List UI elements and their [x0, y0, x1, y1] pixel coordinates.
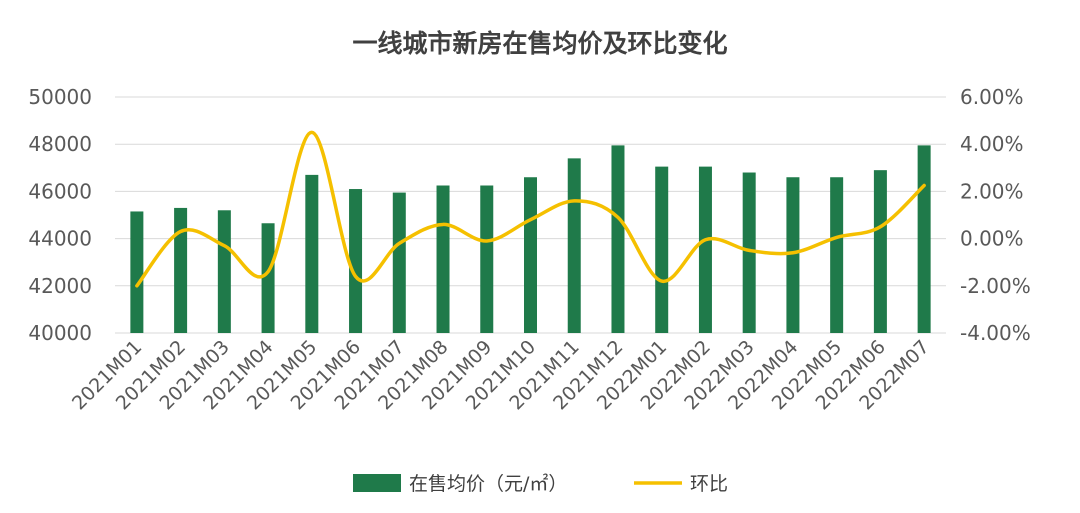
right-tick-label: -4.00%	[960, 321, 1031, 345]
bar	[130, 211, 144, 333]
bar	[698, 166, 712, 333]
right-axis-ticks: -4.00% -2.00% 0.00% 2.00% 4.00% 6.00%	[960, 85, 1031, 345]
left-tick-label: 50000	[28, 85, 92, 109]
bar	[261, 223, 275, 333]
bar-series	[130, 145, 931, 333]
bar	[873, 170, 887, 333]
bar	[786, 177, 800, 333]
chart-title: 一线城市新房在售均价及环比变化	[352, 29, 727, 58]
bar	[830, 177, 844, 333]
bar	[436, 185, 450, 333]
bar	[480, 185, 494, 333]
right-tick-label: 2.00%	[960, 179, 1024, 203]
bar	[567, 158, 581, 333]
left-tick-label: 44000	[28, 227, 92, 251]
left-tick-label: 40000	[28, 321, 92, 345]
bar	[917, 145, 931, 333]
right-tick-label: 6.00%	[960, 85, 1024, 109]
right-tick-label: 0.00%	[960, 227, 1024, 251]
bar	[174, 207, 188, 333]
left-tick-label: 46000	[28, 179, 92, 203]
legend-label-line: 环比	[690, 473, 728, 495]
bar	[349, 189, 363, 333]
legend: 在售均价（元/㎡） 环比	[353, 472, 728, 495]
left-axis-ticks: 40000 42000 44000 46000 48000 50000	[28, 85, 92, 345]
bar	[742, 172, 756, 333]
bar	[217, 210, 231, 333]
bar	[655, 166, 669, 333]
left-tick-label: 48000	[28, 132, 92, 156]
bar	[611, 145, 625, 333]
bar	[305, 174, 319, 333]
left-tick-label: 42000	[28, 274, 92, 298]
line-series-huanbi	[135, 130, 926, 288]
legend-label-bar: 在售均价（元/㎡）	[409, 472, 567, 495]
x-axis-ticks: 2021M012021M022021M032021M042021M052021M…	[68, 336, 934, 414]
bar	[524, 177, 537, 333]
right-tick-label: -2.00%	[960, 274, 1031, 298]
legend-swatch-bar	[353, 474, 401, 492]
right-tick-label: 4.00%	[960, 132, 1024, 156]
bar	[392, 192, 406, 333]
